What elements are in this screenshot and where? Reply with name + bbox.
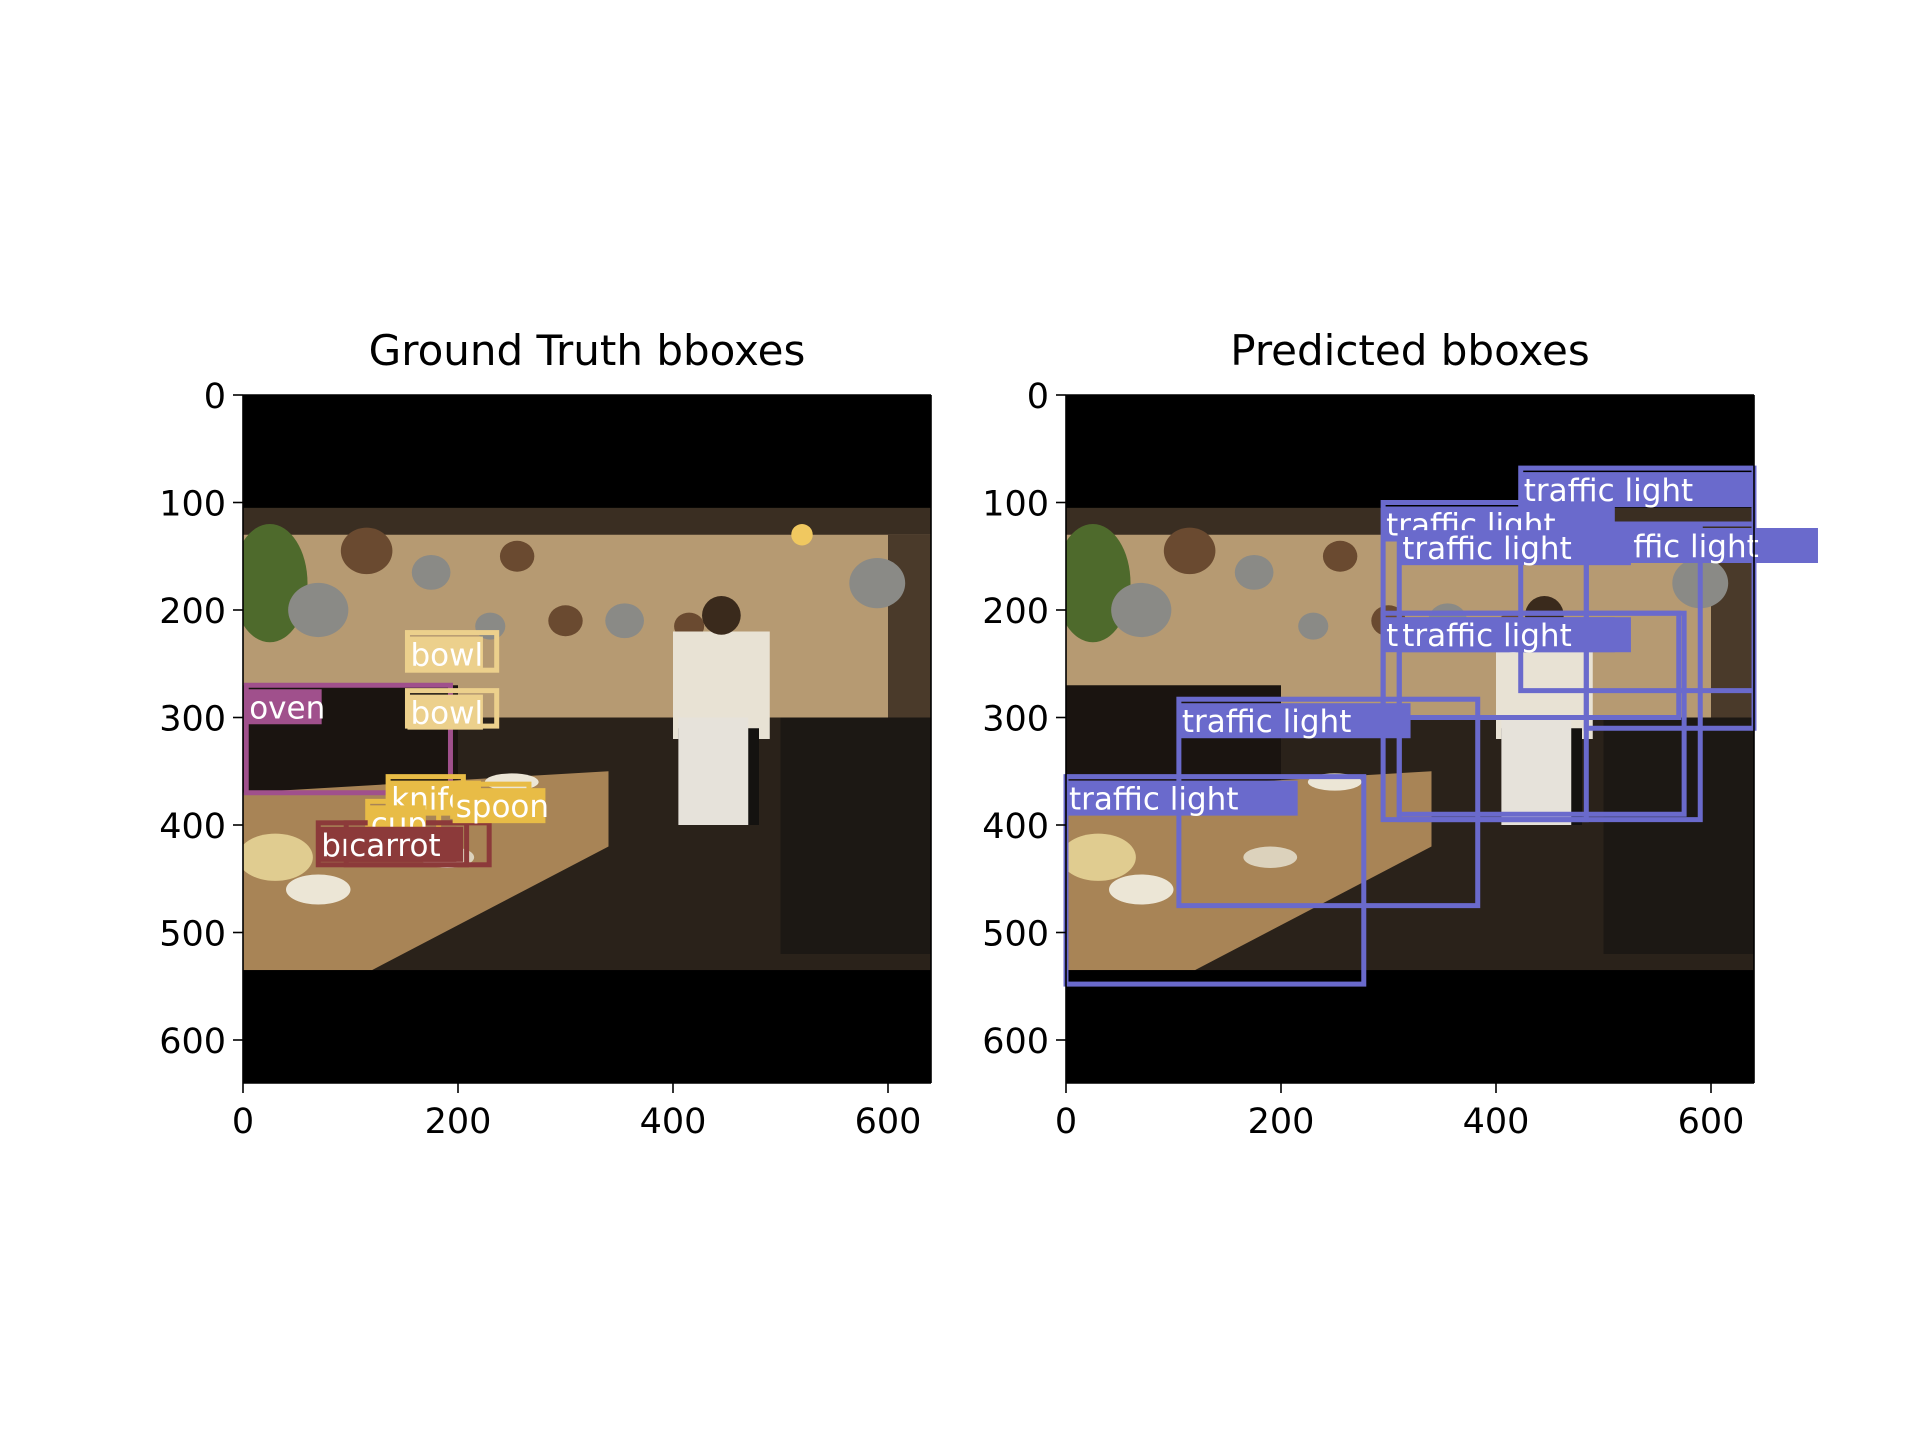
hanging-pan	[340, 527, 393, 575]
bbox-label-0: oven	[249, 690, 325, 726]
y-tick-label-2: 200	[982, 592, 1049, 632]
hanging-pan	[288, 582, 349, 638]
y-tick-label-3: 300	[982, 700, 1049, 740]
dish	[1109, 874, 1174, 905]
pie	[1066, 833, 1136, 881]
y-tick-label-3: 300	[159, 700, 226, 740]
hanging-pan	[548, 605, 583, 637]
x-tick-label-1: 200	[425, 1102, 492, 1142]
bbox-label-3: traffic light	[1402, 531, 1571, 567]
bbox-label-bg-3	[1399, 530, 1631, 566]
dough	[1243, 846, 1298, 868]
bbox-label-bg-0	[246, 689, 322, 725]
y-tick-label-4: 400	[159, 807, 226, 847]
table	[1066, 771, 1432, 971]
hanging-pan	[605, 603, 644, 639]
person-apron	[1501, 717, 1572, 825]
y-tick-label-5: 500	[159, 915, 226, 955]
y-tick-label-0: 0	[1027, 377, 1049, 417]
x-tick-label-2: 400	[1463, 1102, 1530, 1142]
x-tick-label-1: 200	[1248, 1102, 1315, 1142]
hanging-pan	[1163, 527, 1216, 575]
panel-title: Ground Truth bboxes	[369, 326, 806, 375]
y-tick-label-6: 600	[982, 1022, 1049, 1062]
panel-ground-truth: ovenbowlbowlknifespooncupbroccolicarrot0…	[159, 326, 932, 1142]
y-tick-label-1: 100	[982, 485, 1049, 525]
bbox-label-bg-2	[407, 694, 483, 730]
hanging-pan	[1234, 554, 1274, 590]
bbox-label-1: bowl	[410, 638, 483, 674]
y-tick-label-1: 100	[159, 485, 226, 525]
bbox-label-4: spoon	[456, 789, 549, 825]
pie	[243, 833, 313, 881]
bbox-label-bg-0	[1520, 472, 1753, 508]
bbox-label-0: traffic light	[1524, 473, 1693, 509]
y-tick-label-0: 0	[204, 377, 226, 417]
panel-title: Predicted bboxes	[1230, 326, 1590, 375]
bbox-label-bg-4	[452, 788, 546, 824]
panel-predicted: traffic light traffic light traffic light t…	[982, 326, 1818, 1142]
y-tick-label-2: 200	[159, 592, 226, 632]
y-tick-label-6: 600	[159, 1022, 226, 1062]
x-tick-label-0: 0	[232, 1102, 254, 1142]
lamp	[791, 524, 813, 546]
bbox-label-5: traffic light	[1402, 618, 1571, 654]
bbox-label-7: traffic light	[1069, 782, 1238, 818]
x-tick-label-3: 600	[855, 1102, 922, 1142]
x-tick-label-2: 400	[640, 1102, 707, 1142]
person-apron	[678, 717, 749, 825]
bbox-0	[243, 682, 453, 796]
bbox-label-bg-7	[1066, 780, 1298, 816]
bbox-label-bg-5	[1399, 617, 1631, 653]
hanging-pan	[411, 554, 451, 590]
y-tick-label-5: 500	[982, 915, 1049, 955]
right-wall	[888, 534, 931, 718]
bbox-label-7: carrot	[349, 828, 440, 864]
bbox-label-bg-1	[407, 636, 483, 672]
bbox-label-6: traffic light	[1182, 704, 1351, 740]
person-head	[702, 596, 741, 635]
hanging-pan	[849, 557, 906, 609]
hanging-pan	[499, 540, 535, 572]
dish	[286, 874, 351, 905]
bbox-label-2: bowl	[410, 696, 483, 732]
hanging-pan	[475, 612, 506, 640]
hanging-pan	[1111, 582, 1172, 638]
y-tick-label-4: 400	[982, 807, 1049, 847]
range-right	[1603, 717, 1754, 954]
photo	[1066, 507, 1754, 971]
ceiling-beam	[243, 507, 931, 535]
hanging-pan	[1322, 540, 1358, 572]
bbox-label-bg-7	[346, 826, 457, 862]
hanging-pan	[1298, 612, 1329, 640]
x-tick-label-0: 0	[1055, 1102, 1077, 1142]
photo	[243, 507, 931, 971]
range-right	[780, 717, 931, 954]
bbox-label-bg-6	[1178, 703, 1411, 739]
x-tick-label-3: 600	[1678, 1102, 1745, 1142]
